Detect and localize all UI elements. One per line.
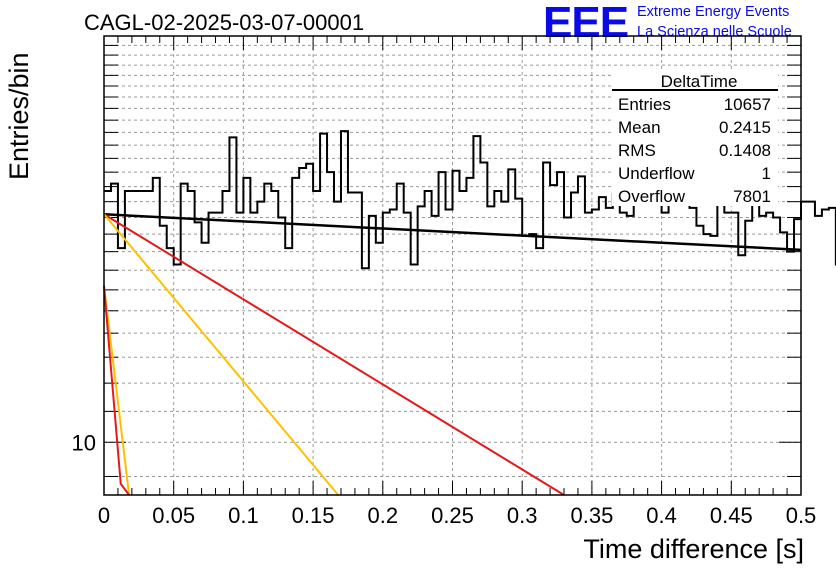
stats-value: 0.2415 xyxy=(719,118,771,137)
stats-label: Underflow xyxy=(618,164,695,183)
x-tick-label: 0.25 xyxy=(431,503,474,528)
stats-label: Entries xyxy=(618,95,671,114)
x-tick-label: 0.1 xyxy=(228,503,259,528)
x-tick-label: 0 xyxy=(98,503,110,528)
stats-box-title: DeltaTime xyxy=(661,72,738,91)
fit-line-0 xyxy=(103,213,802,252)
stats-value: 0.1408 xyxy=(719,141,771,160)
chart-title: CAGL-02-2025-03-07-00001 xyxy=(84,10,365,35)
x-tick-label: 0.45 xyxy=(710,503,753,528)
stats-label: Overflow xyxy=(618,187,686,206)
x-tick-label: 0.4 xyxy=(646,503,677,528)
stats-label: RMS xyxy=(618,141,656,160)
stats-box: DeltaTime Entries 10657 Mean 0.2415 RMS 0.140… xyxy=(612,72,778,206)
axis-ticks xyxy=(103,36,802,495)
eee-logo: EEE xyxy=(543,0,629,47)
x-tick-label: 0.05 xyxy=(152,503,195,528)
stats-value: 7801 xyxy=(733,187,771,206)
stats-value: 1 xyxy=(762,164,771,183)
x-tick-label: 0.3 xyxy=(507,503,538,528)
logo-subtitle-line1: Extreme Energy Events xyxy=(637,4,790,20)
fit-lines xyxy=(103,213,802,496)
plot-frame xyxy=(103,35,802,496)
fit-line-2 xyxy=(103,213,339,496)
x-tick-label: 0.35 xyxy=(570,503,613,528)
x-tick-label: 0.5 xyxy=(786,503,817,528)
stats-label: Mean xyxy=(618,118,661,137)
fit-line-3 xyxy=(103,285,131,496)
x-tick-label: 0.2 xyxy=(368,503,399,528)
fit-line-1 xyxy=(103,213,565,496)
tick-labels: 0 0.05 0.1 0.15 0.2 0.25 0.3 0.35 0.4 0.45 0.5 10 xyxy=(72,430,817,528)
fit-line-4 xyxy=(103,285,130,496)
y-tick-label: 10 xyxy=(72,430,96,455)
x-tick-label: 0.15 xyxy=(292,503,335,528)
x-axis-label: Time difference [s] xyxy=(583,534,804,564)
stats-box-background xyxy=(612,72,778,206)
histogram-line xyxy=(104,130,836,270)
stats-value: 10657 xyxy=(724,95,771,114)
